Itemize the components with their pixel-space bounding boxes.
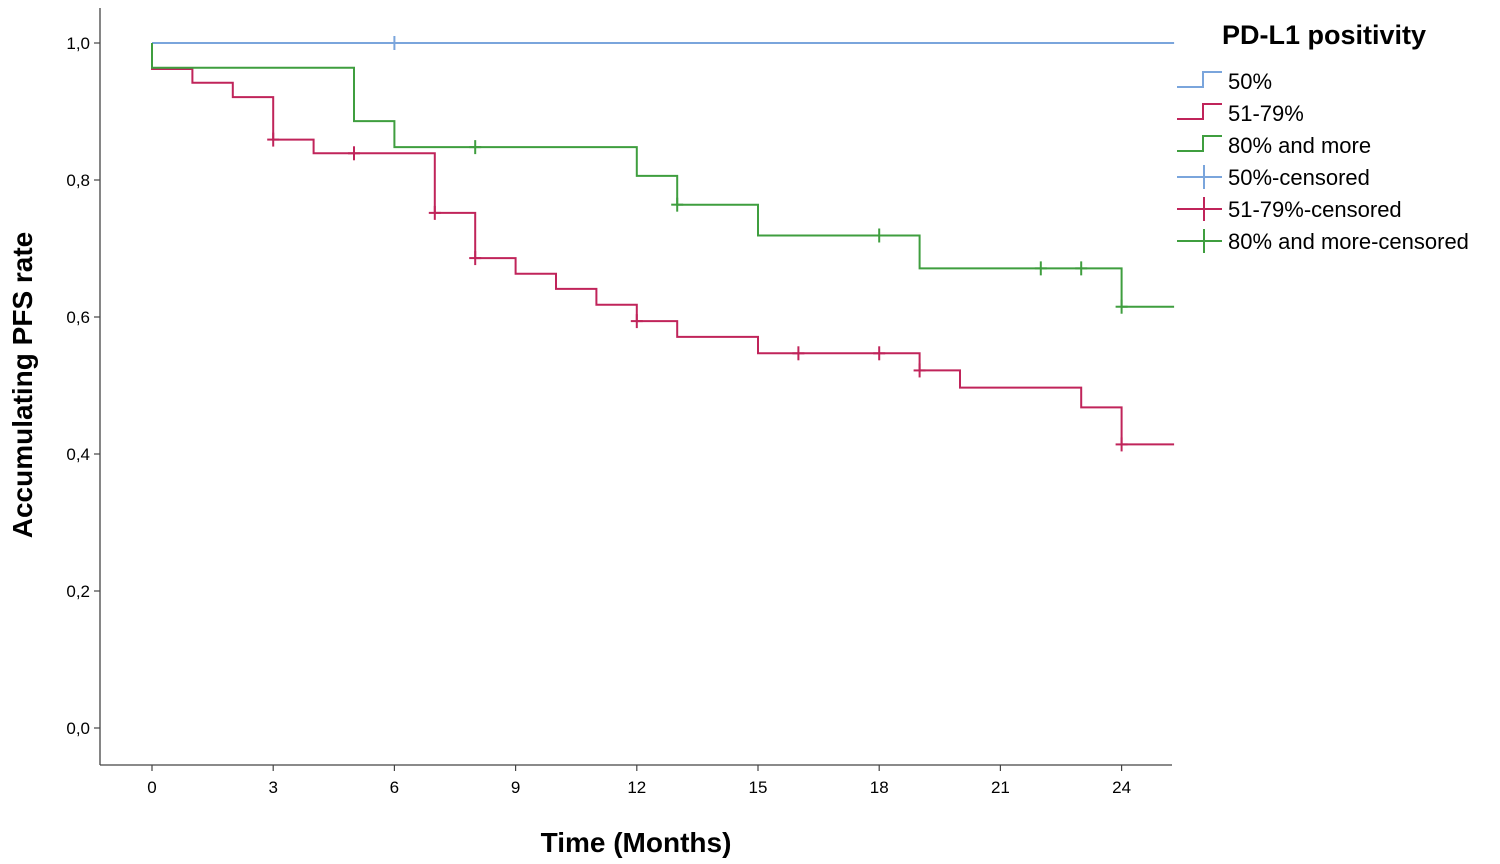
y-tick-label: 0,8: [66, 171, 90, 190]
x-tick-label: 9: [511, 778, 520, 797]
x-tick-label: 6: [390, 778, 399, 797]
x-tick-label: 18: [870, 778, 889, 797]
legend-label: 80% and more: [1228, 133, 1371, 158]
y-tick-label: 0,2: [66, 582, 90, 601]
axes: 0,0 0,2 0,4 0,6 0,8 1,0 0 3 6 9 12 15 18 21 24: [66, 8, 1172, 797]
x-tick-label: 21: [991, 778, 1010, 797]
legend-label: 50%: [1228, 69, 1272, 94]
legend-step-symbol: [1177, 71, 1222, 88]
legend-label: 50%-censored: [1228, 165, 1370, 190]
legend-label: 80% and more-censored: [1228, 229, 1469, 254]
legend-title: PD-L1 positivity: [1222, 20, 1426, 50]
legend-label: 51-79%-censored: [1228, 197, 1402, 222]
x-tick-label: 0: [147, 778, 156, 797]
legend-step-symbol: [1177, 103, 1222, 120]
y-axis-title: Accumulating PFS rate: [7, 232, 38, 539]
y-tick-label: 0,6: [66, 308, 90, 327]
x-tick-label: 12: [627, 778, 646, 797]
series-line-80% and more: [151, 43, 1175, 308]
legend-label: 51-79%: [1228, 101, 1304, 126]
x-tick-label: 3: [268, 778, 277, 797]
legend: PD-L1 positivity 50% 51-79% 80% and more 50…: [1177, 20, 1469, 254]
x-axis-title: Time (Months): [541, 827, 732, 858]
legend-step-symbol: [1177, 135, 1222, 152]
x-tick-label: 24: [1112, 778, 1131, 797]
x-tick-label: 15: [749, 778, 768, 797]
plot-area: [151, 36, 1175, 452]
y-tick-label: 0,4: [66, 445, 90, 464]
y-tick-label: 0,0: [66, 719, 90, 738]
y-tick-label: 1,0: [66, 34, 90, 53]
series-line-51-79%: [151, 43, 1175, 446]
